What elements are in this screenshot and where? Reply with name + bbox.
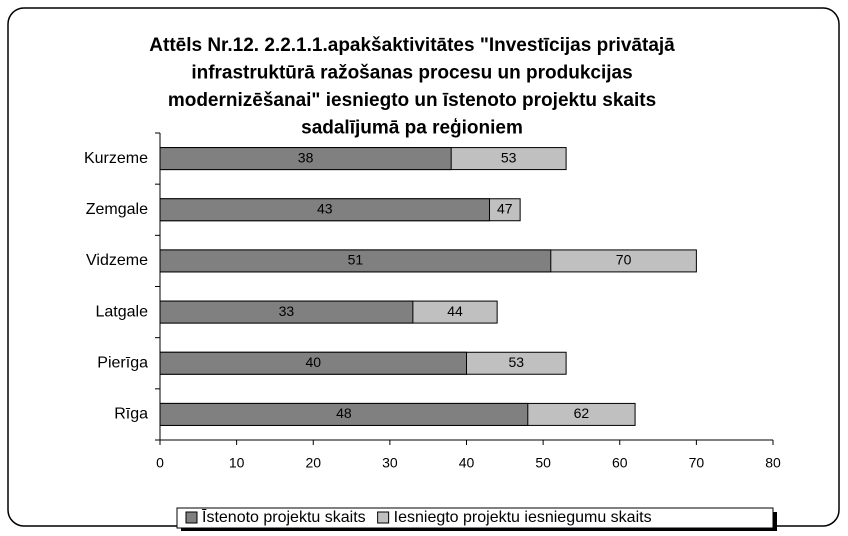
x-tick-label: 30 xyxy=(382,455,398,471)
data-label: 51 xyxy=(348,252,364,268)
chart-title: Attēls Nr.12. 2.2.1.1.apakšaktivitātes "… xyxy=(149,35,675,139)
data-label: 40 xyxy=(305,354,321,370)
x-tick-label: 70 xyxy=(689,455,705,471)
legend-label: Īstenoto projektu skaits xyxy=(202,508,366,526)
data-label: 47 xyxy=(497,200,513,216)
chart-title-line: infrastruktūrā ražošanas procesu un prod… xyxy=(191,63,632,84)
legend-swatch xyxy=(185,511,198,524)
x-tick-label: 10 xyxy=(229,455,245,471)
x-tick-label: 40 xyxy=(459,455,475,471)
data-label: 33 xyxy=(279,303,295,319)
bar xyxy=(159,402,529,426)
data-label: 48 xyxy=(336,405,352,421)
data-label: 43 xyxy=(317,200,333,216)
y-tick-label: Rīga xyxy=(114,406,148,423)
chart-title-line: modernizēšanai" iesniegto un īstenoto pr… xyxy=(168,90,656,111)
legend-label: Iesniegto projektu iesniegumu skaits xyxy=(394,509,652,526)
legend-box xyxy=(176,507,774,529)
bar xyxy=(159,249,552,273)
bar xyxy=(159,351,467,375)
data-label: 53 xyxy=(501,149,517,165)
bar xyxy=(159,300,414,324)
bar xyxy=(159,198,490,222)
y-tick-label: Pierīga xyxy=(97,354,148,371)
data-label: 38 xyxy=(298,149,314,165)
chart-title-line: sadalījumā pa reģioniem xyxy=(301,118,523,139)
data-label: 53 xyxy=(509,354,525,370)
legend-swatch xyxy=(377,511,390,524)
data-label: 70 xyxy=(616,252,632,268)
x-tick-label: 20 xyxy=(305,455,321,471)
x-tick-label: 0 xyxy=(156,455,164,471)
data-label: 62 xyxy=(574,405,590,421)
y-tick-label: Kurzeme xyxy=(84,150,148,167)
y-tick-label: Latgale xyxy=(96,303,149,320)
bar xyxy=(159,147,452,171)
chart-title-line: Attēls Nr.12. 2.2.1.1.apakšaktivitātes "… xyxy=(149,35,675,56)
data-label: 44 xyxy=(447,303,463,319)
y-tick-label: Vidzeme xyxy=(86,252,148,269)
x-tick-label: 50 xyxy=(535,455,551,471)
x-tick-label: 60 xyxy=(612,455,628,471)
y-tick-label: Zemgale xyxy=(86,201,148,218)
x-tick-label: 80 xyxy=(765,455,781,471)
